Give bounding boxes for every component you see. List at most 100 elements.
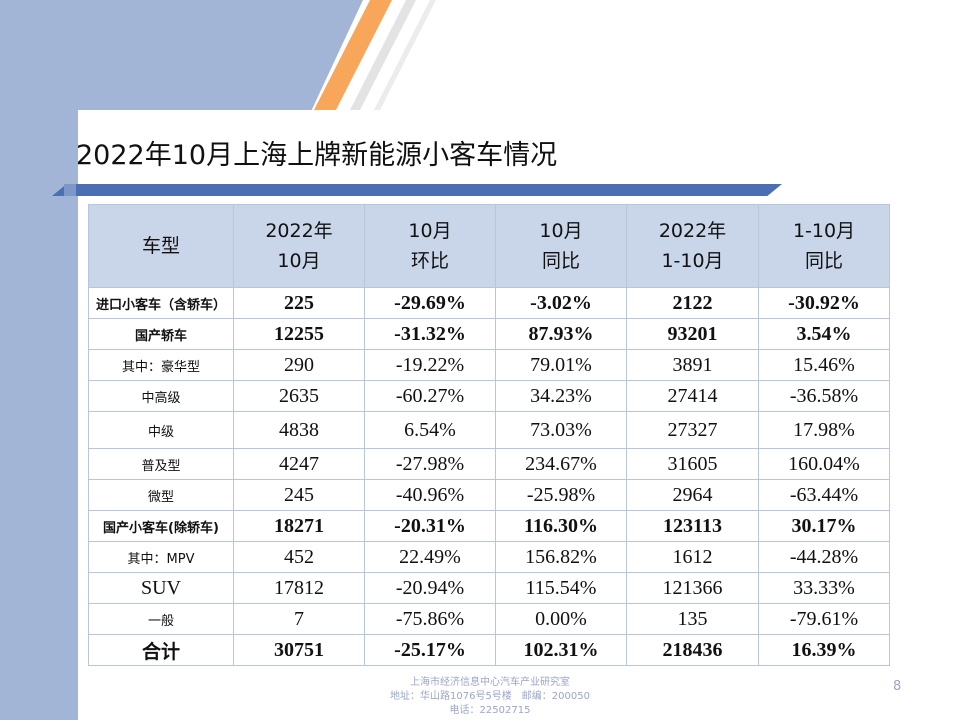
value-cell: -25.17% [364,634,496,666]
value-cell: 135 [626,603,759,635]
column-header-line: 1-10月 [661,250,724,272]
value-cell: 87.93% [495,318,627,350]
value-cell: -30.92% [758,287,890,319]
value-cell: 116.30% [495,510,627,542]
title-underline-bar [52,184,782,196]
row-label-cell: 一般 [88,603,234,635]
value-cell: -75.86% [364,603,496,635]
value-cell: 17.98% [758,411,890,449]
column-header: 10月同比 [495,204,627,288]
value-cell: 156.82% [495,541,627,573]
value-cell: 18271 [233,510,365,542]
row-label-cell: 进口小客车（含轿车） [88,287,234,319]
value-cell: 123113 [626,510,759,542]
row-label-cell: 普及型 [88,448,234,480]
value-cell: 93201 [626,318,759,350]
value-cell: 245 [233,479,365,511]
column-header-line: 10月 [277,250,321,272]
column-header-line: 车型 [141,235,180,257]
value-cell: 2964 [626,479,759,511]
ev-registration-table: 车型 2022年 10月 10月 环比 10月 同比 2022年 1-10月 1-10月 同比 进口… [88,204,890,666]
table-row: 中高级 2635 -60.27% 34.23% 27414 -36.58% [88,380,890,412]
value-cell: 2122 [626,287,759,319]
value-cell: 30751 [233,634,365,666]
value-cell: 3891 [626,349,759,381]
value-cell: 4838 [233,411,365,449]
table-row: 国产小客车(除轿车) 18271 -20.31% 116.30% 123113 30.17… [88,510,890,542]
value-cell: -63.44% [758,479,890,511]
row-label-cell: 中高级 [88,380,234,412]
footer-phone: 电话：22502715 [449,705,531,716]
column-header: 车型 [88,204,234,288]
value-cell: 160.04% [758,448,890,480]
value-cell: 34.23% [495,380,627,412]
value-cell: 4247 [233,448,365,480]
value-cell: 33.33% [758,572,890,604]
table-row: 微型 245 -40.96% -25.98% 2964 -63.44% [88,479,890,511]
row-label-cell: 国产轿车 [88,318,234,350]
row-label-cell: 合计 [88,634,234,666]
table-row: 国产轿车 12255 -31.32% 87.93% 93201 3.54% [88,318,890,350]
table-row: 一般 7 -75.86% 0.00% 135 -79.61% [88,603,890,635]
column-header: 2022年 1-10月 [626,204,759,288]
value-cell: 218436 [626,634,759,666]
value-cell: 73.03% [495,411,627,449]
value-cell: 3.54% [758,318,890,350]
value-cell: 452 [233,541,365,573]
value-cell: -44.28% [758,541,890,573]
value-cell: 225 [233,287,365,319]
value-cell: 27327 [626,411,759,449]
column-header-line: 1-10月 [792,220,856,242]
value-cell: 27414 [626,380,759,412]
column-header: 1-10月同比 [758,204,890,288]
value-cell: 6.54% [364,411,496,449]
row-label-cell: 其中：豪华型 [88,349,234,381]
value-cell: 22.49% [364,541,496,573]
row-label-cell: SUV [88,572,234,604]
value-cell: -20.94% [364,572,496,604]
column-header-line: 环比 [410,250,449,272]
table-row: 普及型 4247 -27.98% 234.67% 31605 160.04% [88,448,890,480]
table-row: 合计 30751 -25.17% 102.31% 218436 16.39% [88,634,890,666]
column-header-line: 2022年 [658,220,727,242]
value-cell: 7 [233,603,365,635]
value-cell: 0.00% [495,603,627,635]
value-cell: 2635 [233,380,365,412]
value-cell: 12255 [233,318,365,350]
value-cell: -36.58% [758,380,890,412]
row-label-cell: 国产小客车(除轿车) [88,510,234,542]
table-row: 其中：MPV 452 22.49% 156.82% 1612 -44.28% [88,541,890,573]
table-row: 中级 4838 6.54% 73.03% 27327 17.98% [88,411,890,449]
value-cell: 290 [233,349,365,381]
value-cell: -31.32% [364,318,496,350]
footer-address: 地址：华山路1076号5号楼 邮编：200050 [390,691,590,702]
value-cell: 1612 [626,541,759,573]
left-decor-panel [0,0,78,720]
column-header-line: 10月 [539,220,583,242]
value-cell: 115.54% [495,572,627,604]
table-row: 进口小客车（含轿车） 225 -29.69% -3.02% 2122 -30.92% [88,287,890,319]
table-header-row: 车型 2022年 10月 10月 环比 10月 同比 2022年 1-10月 1-10月 同比 [88,204,890,288]
column-header-line: 同比 [541,250,580,272]
column-header-line: 同比 [804,250,843,272]
table-row: 其中：豪华型 290 -19.22% 79.01% 3891 15.46% [88,349,890,381]
top-decor-wedge [78,0,363,110]
value-cell: -19.22% [364,349,496,381]
column-header: 10月环比 [364,204,496,288]
value-cell: 16.39% [758,634,890,666]
value-cell: -3.02% [495,287,627,319]
value-cell: -60.27% [364,380,496,412]
value-cell: 234.67% [495,448,627,480]
table-body: 进口小客车（含轿车） 225 -29.69% -3.02% 2122 -30.92% 国产轿… [88,287,890,666]
value-cell: 121366 [626,572,759,604]
value-cell: -20.31% [364,510,496,542]
value-cell: 17812 [233,572,365,604]
value-cell: 30.17% [758,510,890,542]
row-label-cell: 其中：MPV [88,541,234,573]
value-cell: 102.31% [495,634,627,666]
column-header-line: 10月 [408,220,452,242]
title-underline-accent [64,184,76,196]
value-cell: -25.98% [495,479,627,511]
footer-org: 上海市经济信息中心汽车产业研究室 [410,677,570,688]
value-cell: -29.69% [364,287,496,319]
